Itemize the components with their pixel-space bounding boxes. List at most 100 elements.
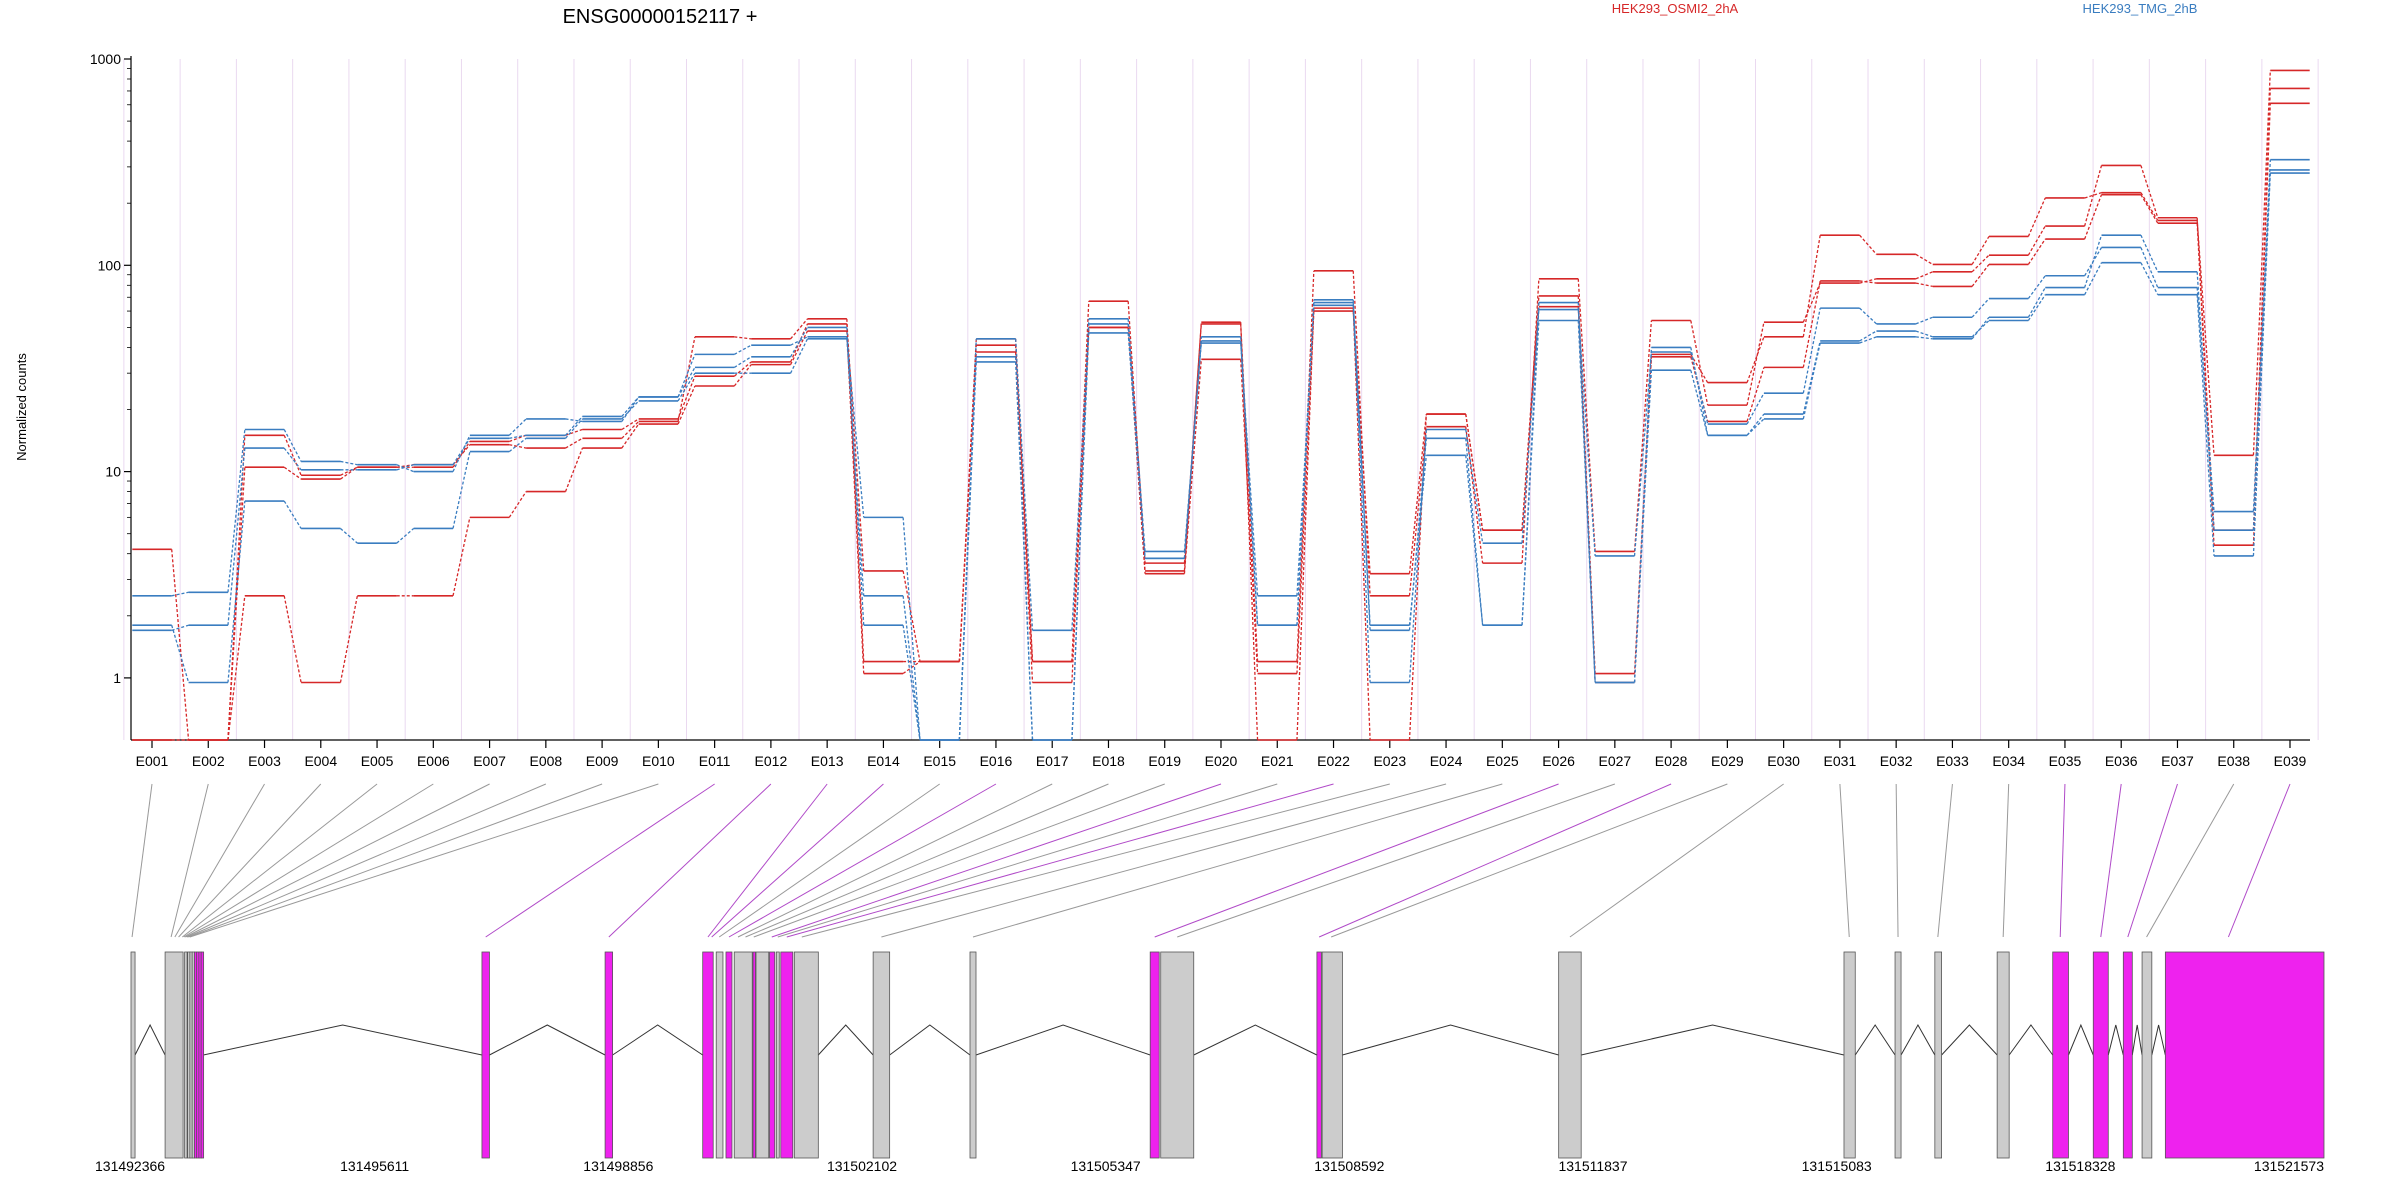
series-connector — [2140, 194, 2159, 224]
series-connector — [1746, 418, 1765, 436]
intron-line — [612, 1024, 703, 1056]
series-connector — [508, 491, 527, 518]
series-connector — [2196, 287, 2215, 512]
exon — [1996, 951, 2010, 1159]
series-connector — [2140, 165, 2159, 218]
exon-highlighted — [725, 951, 733, 1159]
series-connector — [2027, 197, 2046, 237]
intron-line — [1854, 1024, 1896, 1056]
exon-highlighted — [752, 951, 756, 1159]
series-connector — [2252, 173, 2271, 556]
exon-connector — [728, 783, 997, 938]
series-connector — [1633, 351, 1653, 557]
x-tick-label: E024 — [1430, 753, 1463, 769]
x-tick-label: E011 — [699, 753, 731, 769]
series-connector — [1859, 307, 1877, 325]
series-connector — [1633, 320, 1653, 552]
exon-connector — [485, 783, 715, 938]
exon-connector — [707, 783, 828, 938]
exon-highlighted — [2052, 951, 2069, 1159]
series-connector — [958, 338, 977, 741]
series-connector — [1915, 330, 1933, 338]
exon-connector — [1318, 783, 1672, 938]
gene-model — [130, 951, 2325, 1159]
series-connector — [1240, 359, 1259, 674]
exon-connector — [186, 783, 547, 938]
exon-connector — [131, 783, 153, 938]
series-HEK293_TMG_2hB-5 — [132, 169, 2310, 741]
series-connector — [227, 500, 246, 683]
series-connector — [2027, 238, 2046, 265]
series-connector — [790, 336, 808, 346]
series-connector — [1577, 302, 1596, 683]
series-connector — [1915, 271, 1933, 280]
coordinate-label: 131521573 — [2254, 1158, 2324, 1174]
exon-connector — [189, 783, 659, 938]
series-connector — [846, 338, 865, 596]
series-connector — [1802, 282, 1821, 323]
series-connector — [790, 327, 809, 358]
x-tick-label: E036 — [2105, 753, 2138, 769]
x-tick-label: E026 — [1542, 753, 1575, 769]
chart-title: ENSG00000152117 + — [563, 6, 758, 28]
series-connector — [1240, 336, 1259, 626]
x-tick-label: E022 — [1317, 753, 1350, 769]
series-connector — [958, 338, 977, 662]
series-connector — [1690, 320, 1709, 406]
exon-connector — [183, 783, 434, 938]
series-connector — [227, 429, 246, 593]
exon-connector — [2002, 783, 2010, 938]
series-connector — [677, 372, 696, 402]
x-tick-label: E028 — [1655, 753, 1688, 769]
intron-line — [2107, 1024, 2124, 1056]
x-tick-label: E025 — [1486, 753, 1519, 769]
coordinate-label: 131515083 — [1802, 1158, 1872, 1174]
x-tick-label: E002 — [192, 753, 225, 769]
series-connector — [1240, 342, 1259, 596]
series-connector — [1746, 367, 1765, 422]
x-tick-label: E003 — [248, 753, 281, 769]
series-connector — [564, 447, 584, 492]
series-connector — [1746, 413, 1765, 436]
exon-connector — [881, 783, 1447, 938]
series-connector — [733, 364, 752, 387]
series-connector — [565, 418, 583, 423]
intron-line — [975, 1024, 1151, 1056]
y-axis-label: Normalized counts — [14, 353, 29, 461]
series-connector — [565, 416, 583, 436]
series-connector — [902, 517, 921, 741]
series-connector — [1915, 253, 1934, 265]
series-connector — [677, 336, 696, 422]
x-tick-label: E039 — [2274, 753, 2307, 769]
series-connector — [1859, 336, 1877, 344]
intron-line — [817, 1024, 874, 1056]
x-tick-label: E004 — [304, 753, 337, 769]
series-connector — [1014, 338, 1034, 662]
intron-line — [2068, 1023, 2094, 1056]
x-tick-label: E037 — [2161, 753, 2194, 769]
series-layer — [132, 69, 2310, 741]
exon-connectors — [131, 783, 2291, 938]
x-tick-label: E010 — [642, 753, 675, 769]
series-connector — [677, 367, 696, 398]
series-connector — [396, 464, 414, 471]
series-connector — [958, 361, 977, 741]
series-connector — [452, 517, 471, 596]
exon-connector — [170, 783, 209, 938]
exon — [164, 951, 184, 1159]
series-connector — [283, 429, 302, 462]
series-connector — [509, 434, 527, 443]
series-connector — [2252, 70, 2271, 456]
series-connector — [565, 418, 583, 439]
exon-connector — [182, 783, 378, 938]
series-connector — [565, 428, 583, 436]
series-connector — [1014, 338, 1034, 631]
coordinate-label: 131502102 — [827, 1158, 897, 1174]
exon — [1321, 951, 1343, 1159]
series-connector — [734, 344, 752, 355]
series-connector — [733, 361, 752, 377]
series-connector — [2084, 192, 2102, 199]
series-connector — [2084, 194, 2103, 240]
exon — [1843, 951, 1856, 1159]
series-connector — [1746, 336, 1765, 383]
